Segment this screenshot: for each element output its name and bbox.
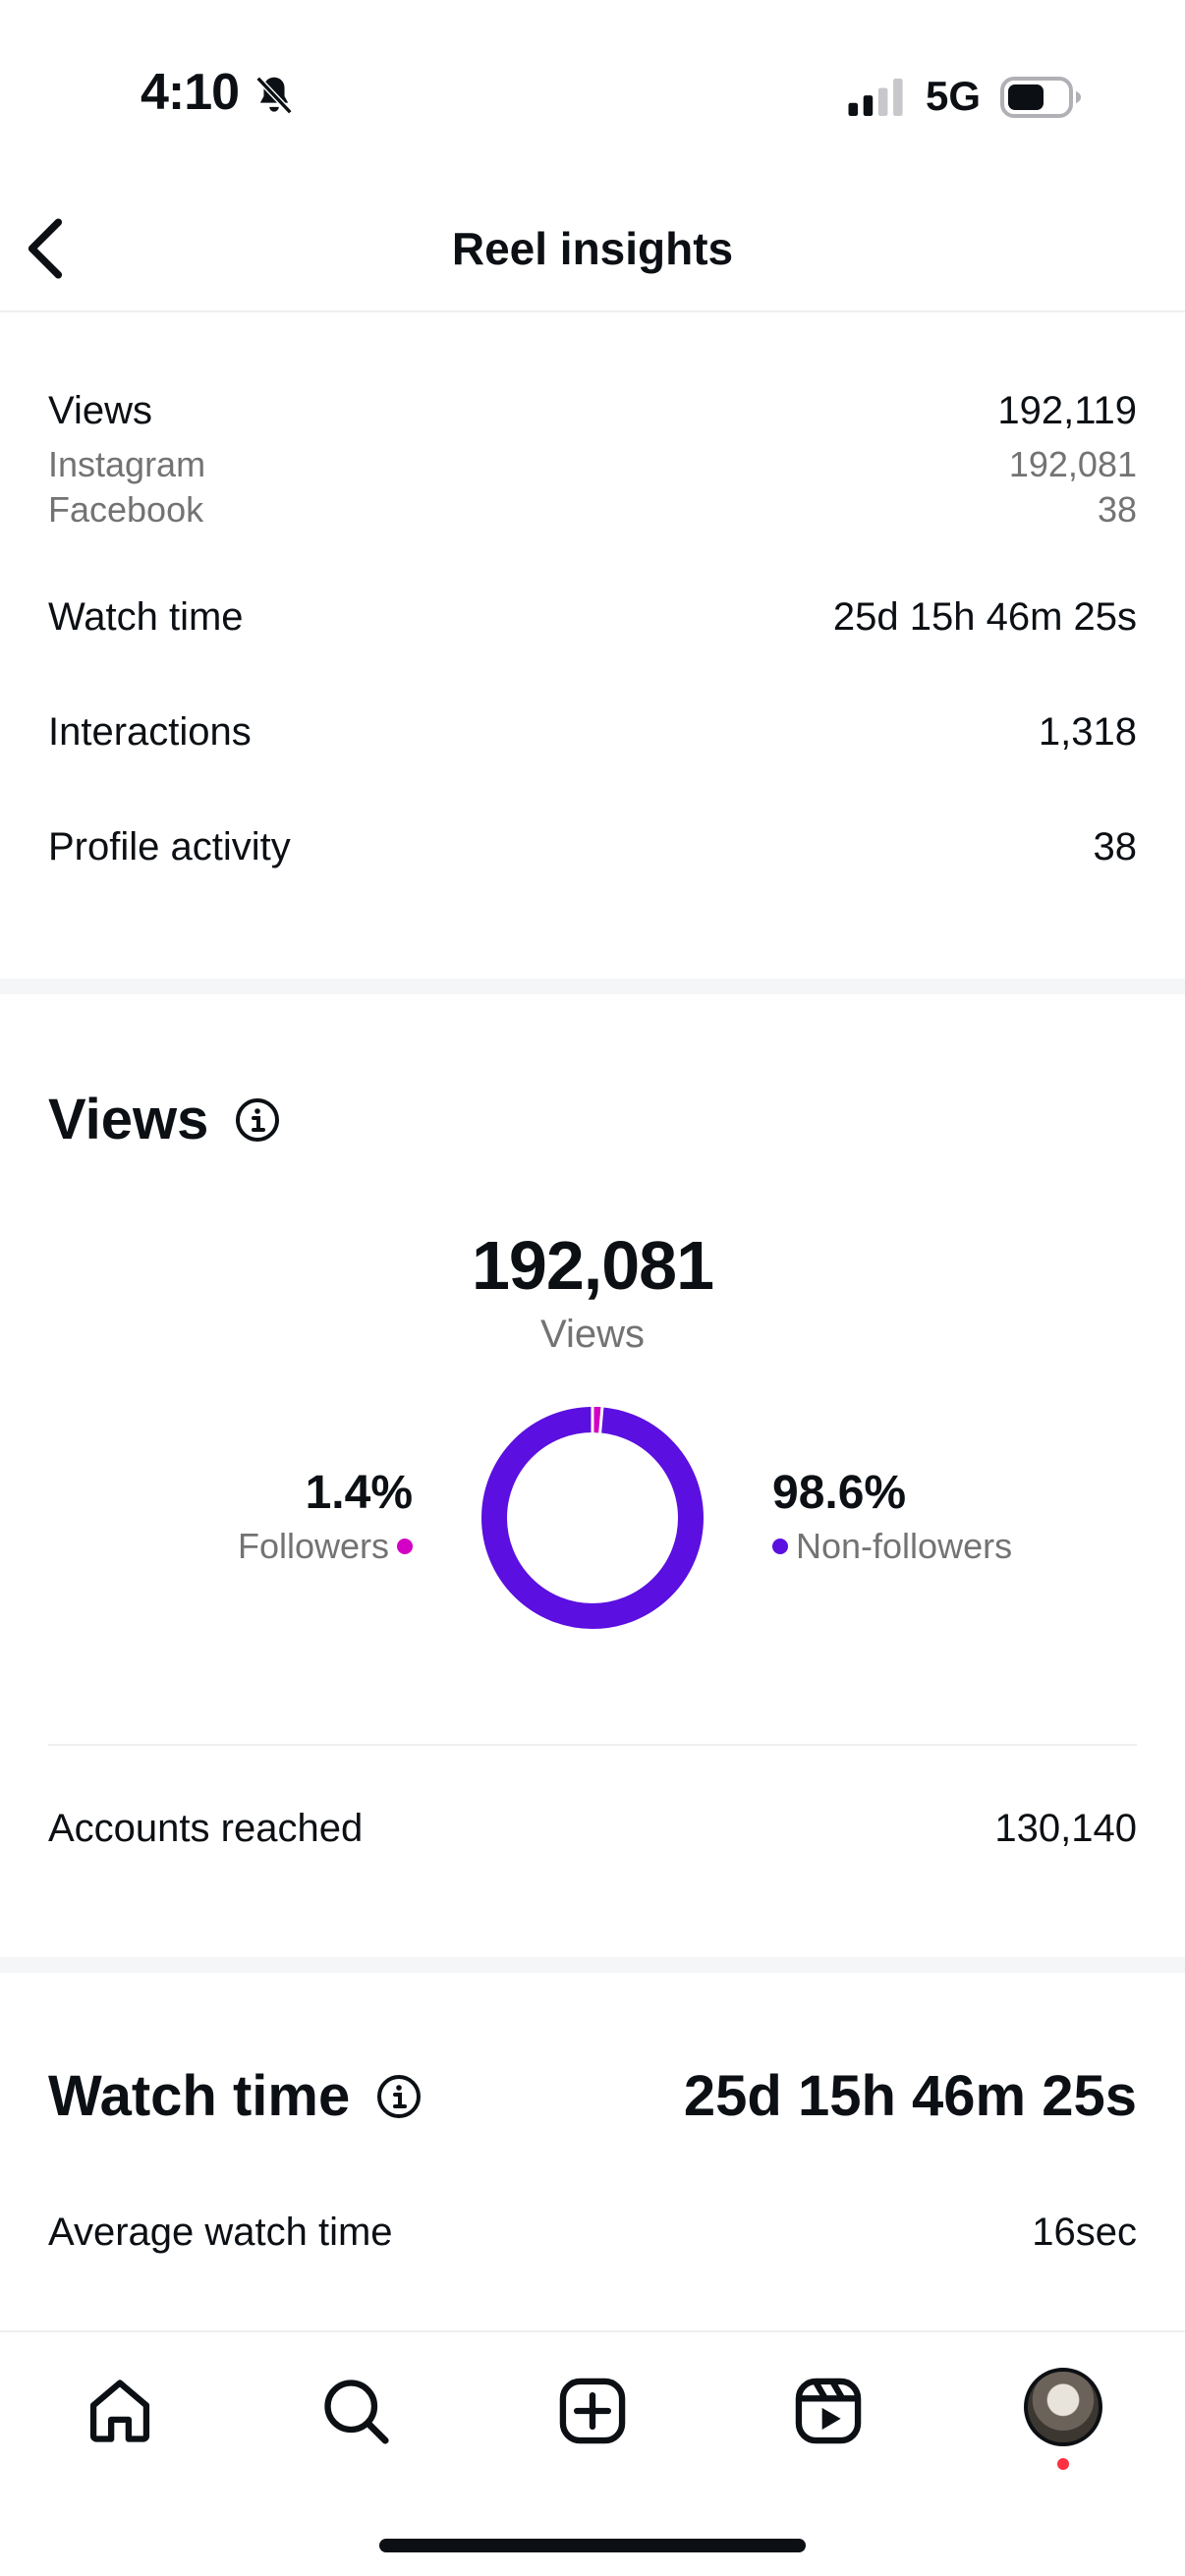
reels-icon bbox=[795, 2378, 862, 2444]
total-views-label: Views bbox=[540, 1313, 645, 1356]
views-value: 192,119 bbox=[997, 389, 1137, 432]
non-followers-label: Non-followers bbox=[796, 1526, 1013, 1566]
interactions-value: 1,318 bbox=[1038, 710, 1137, 754]
non-followers-breakdown: 98.6% Non-followers bbox=[772, 1466, 1012, 1567]
home-icon bbox=[89, 2380, 150, 2442]
views-donut-chart bbox=[481, 1405, 704, 1629]
watch-time-section-heading: Watch time bbox=[48, 2064, 351, 2128]
views-section-heading: Views bbox=[48, 1088, 209, 1151]
non-followers-legend-dot bbox=[772, 1539, 788, 1554]
notification-dot bbox=[1057, 2458, 1069, 2470]
followers-label: Followers bbox=[237, 1526, 389, 1566]
instagram-row: Instagram 192,081 bbox=[48, 444, 1137, 485]
watch-time-value: 25d 15h 46m 25s bbox=[832, 595, 1137, 639]
bottom-tab-bar bbox=[0, 2330, 1185, 2576]
bell-muted-icon bbox=[255, 76, 293, 115]
info-icon[interactable] bbox=[375, 2073, 423, 2120]
total-views-value: 192,081 bbox=[471, 1227, 714, 1304]
nav-header: Reel insights bbox=[0, 187, 1185, 312]
profile-activity-label: Profile activity bbox=[48, 825, 291, 868]
tab-reels[interactable] bbox=[789, 2372, 868, 2450]
tab-home[interactable] bbox=[81, 2372, 159, 2450]
status-time: 4:10 bbox=[141, 64, 240, 121]
non-followers-percent: 98.6% bbox=[772, 1467, 907, 1519]
watch-time-summary-row: Watch time 25d 15h 46m 25s bbox=[48, 595, 1137, 640]
arc-separator bbox=[597, 1405, 604, 1435]
views-summary-row: Views 192,119 bbox=[48, 389, 1137, 433]
accounts-reached-label: Accounts reached bbox=[48, 1807, 364, 1850]
views-label: Views bbox=[48, 389, 152, 432]
facebook-label: Facebook bbox=[48, 489, 204, 530]
instagram-label: Instagram bbox=[48, 444, 206, 484]
followers-percent: 1.4% bbox=[305, 1467, 413, 1519]
watch-time-total: 25d 15h 46m 25s bbox=[683, 2064, 1137, 2128]
non-followers-arc bbox=[481, 1407, 704, 1629]
battery-icon bbox=[1000, 77, 1081, 118]
followers-legend-dot bbox=[397, 1539, 413, 1554]
section-divider bbox=[0, 979, 1185, 994]
average-watch-time-value: 16sec bbox=[1032, 2211, 1137, 2254]
watch-time-label: Watch time bbox=[48, 595, 244, 639]
accounts-reached-row: Accounts reached 130,140 bbox=[48, 1807, 1137, 1851]
search-icon bbox=[324, 2380, 389, 2444]
page-title: Reel insights bbox=[451, 223, 734, 274]
back-arrow-icon[interactable] bbox=[22, 216, 71, 281]
interactions-label: Interactions bbox=[48, 710, 252, 754]
network-type: 5G bbox=[926, 73, 982, 119]
interactions-row[interactable]: Interactions 1,318 bbox=[48, 710, 1137, 755]
average-watch-time-label: Average watch time bbox=[48, 2211, 393, 2254]
views-section-title: Views bbox=[48, 1087, 281, 1152]
signal-icon bbox=[848, 79, 903, 116]
accounts-reached-value: 130,140 bbox=[994, 1807, 1137, 1850]
profile-activity-row[interactable]: Profile activity 38 bbox=[48, 825, 1137, 869]
profile-activity-value: 38 bbox=[1093, 825, 1138, 868]
followers-breakdown: 1.4% Followers bbox=[238, 1466, 413, 1567]
tab-create[interactable] bbox=[553, 2372, 632, 2450]
divider bbox=[48, 1744, 1137, 1746]
info-icon[interactable] bbox=[234, 1096, 281, 1144]
status-bar: 4:10 5G bbox=[0, 0, 1185, 187]
tab-search[interactable] bbox=[316, 2372, 395, 2450]
tab-profile-avatar[interactable] bbox=[1024, 2368, 1102, 2446]
section-divider bbox=[0, 1957, 1185, 1973]
watch-time-section-title: Watch time bbox=[48, 2063, 423, 2129]
home-indicator bbox=[379, 2539, 806, 2552]
instagram-value: 192,081 bbox=[1008, 444, 1137, 484]
facebook-row: Facebook 38 bbox=[48, 489, 1137, 531]
create-icon bbox=[559, 2378, 626, 2444]
facebook-value: 38 bbox=[1097, 489, 1137, 530]
average-watch-time-row: Average watch time 16sec bbox=[48, 2211, 1137, 2255]
